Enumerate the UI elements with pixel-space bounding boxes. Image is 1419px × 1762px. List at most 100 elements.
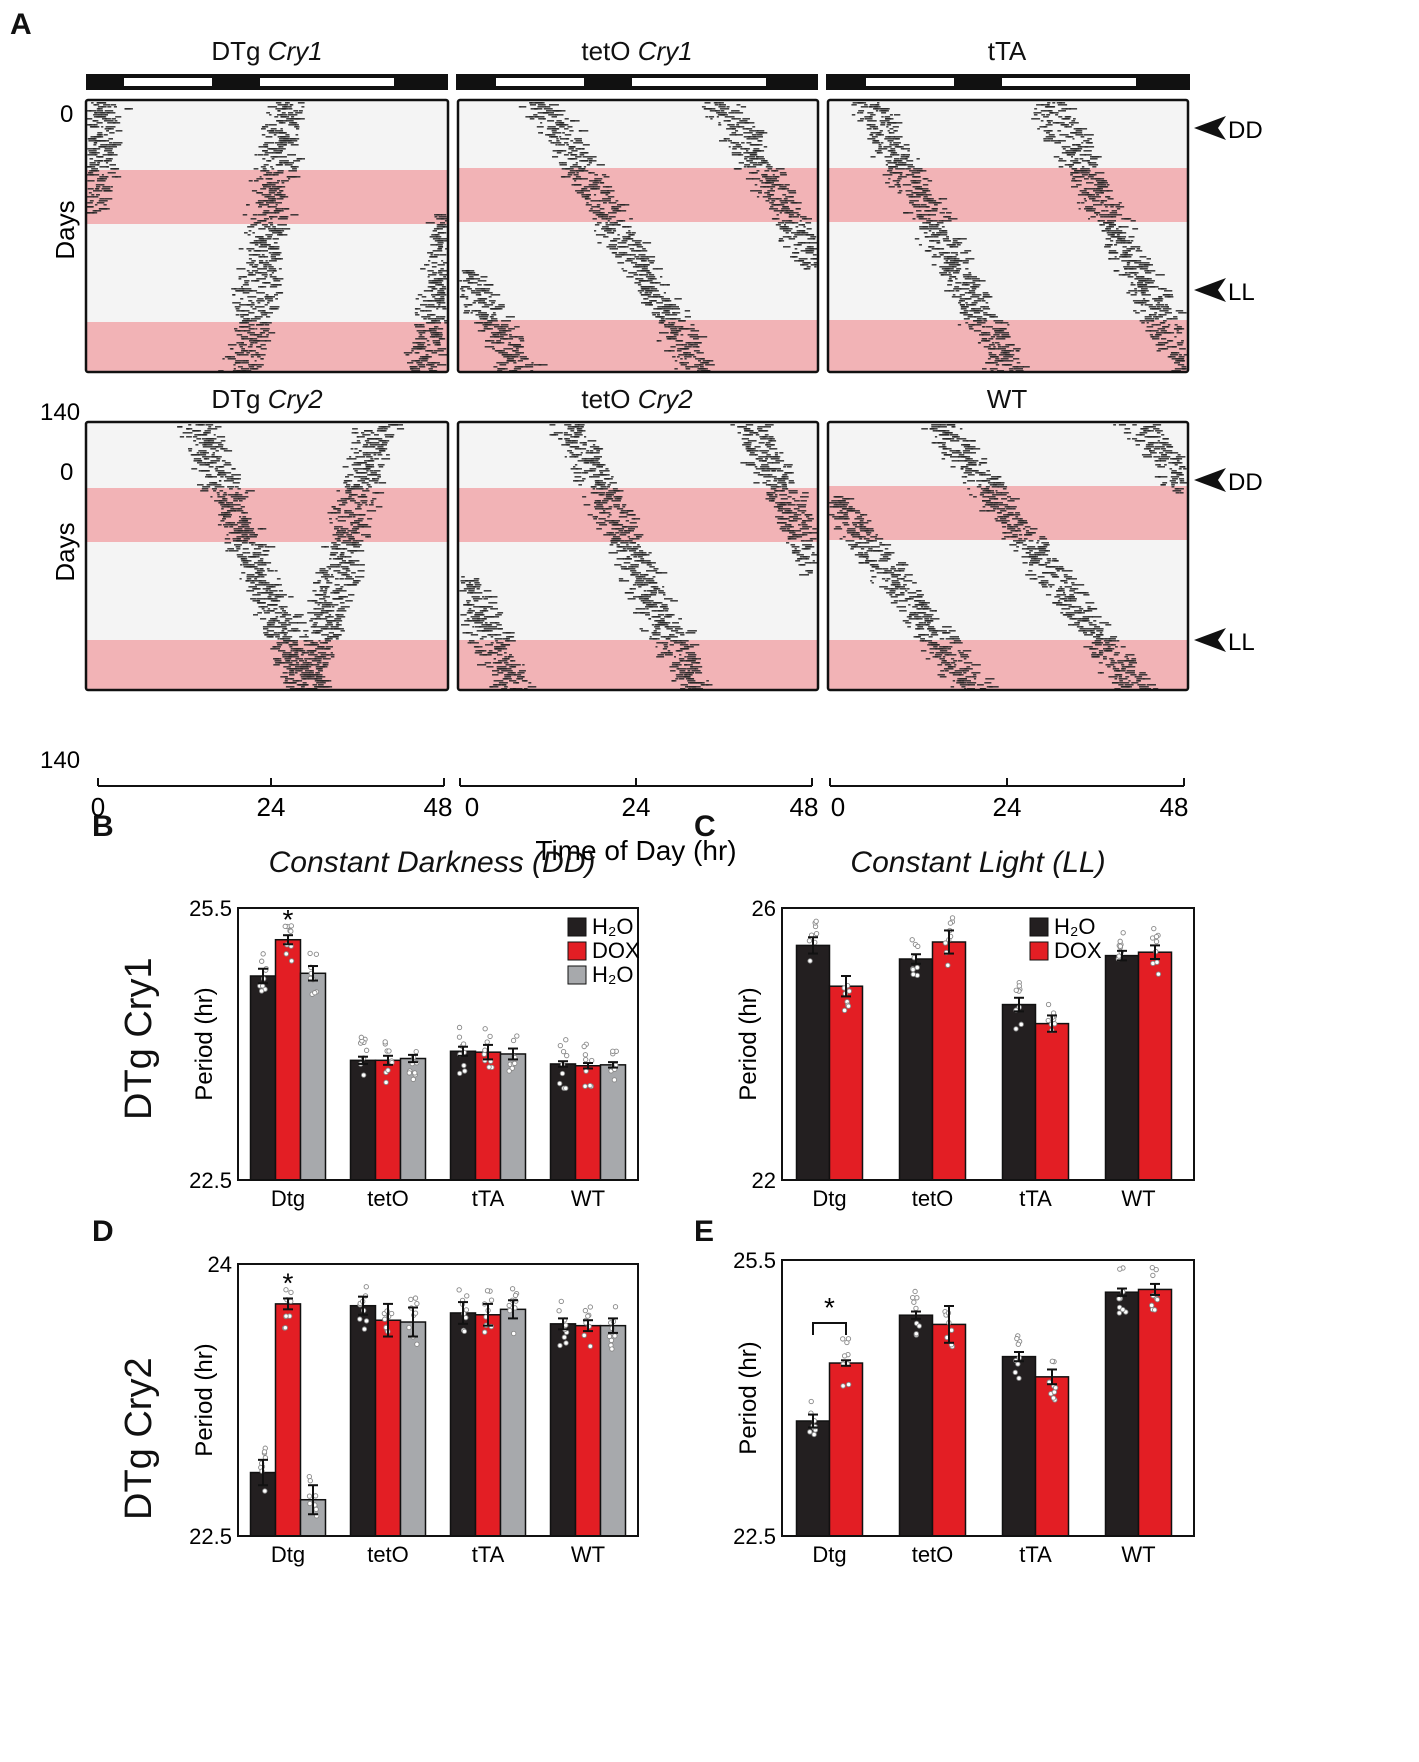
legend-label: DOX: [592, 938, 640, 963]
bar-Dtg-1: [274, 938, 302, 1181]
bar-WT-0: [549, 1063, 577, 1181]
data-points: [382, 1039, 395, 1086]
legend-swatch: [567, 917, 587, 937]
actogram-x-axis-svg: 0 24 48 0 24 48 0 24 48 Time of Day (hr): [91, 778, 1188, 866]
y-tick-bottom: 22.5: [189, 1524, 232, 1549]
error-bar: [1117, 949, 1127, 962]
dox-band: [828, 640, 1188, 690]
bar-tTA-0: [449, 1312, 477, 1537]
data-points: [840, 1336, 852, 1389]
error-bar: [408, 1306, 418, 1338]
error-bar: [258, 1458, 268, 1487]
actogram-title-5: tetO Cry2: [581, 384, 693, 414]
error-bar: [1014, 1351, 1024, 1363]
data-points: [1115, 930, 1126, 962]
dox-band: [86, 488, 448, 542]
marker-ll-top: LL: [1194, 278, 1255, 306]
x-tick-label: tetO: [367, 1542, 409, 1567]
error-bar: [1047, 1368, 1057, 1386]
x-tick-a-0: 0: [91, 792, 105, 822]
error-bar: [608, 1317, 618, 1334]
bar-tTA-0: [1001, 1355, 1037, 1537]
error-bar: [808, 936, 818, 955]
dox-band: [458, 488, 818, 542]
actogram-title-4: DTg Cry2: [211, 384, 323, 414]
legend-label: H₂O: [592, 962, 634, 987]
actogram-1: [84, 98, 450, 374]
legend-label: DOX: [1054, 938, 1102, 963]
light-dark-bars: [86, 74, 1190, 90]
error-bar: [558, 1060, 568, 1068]
actogram-5: [456, 420, 820, 692]
bar-Dtg-0: [249, 975, 277, 1181]
error-bar: [1117, 1287, 1127, 1297]
x-tick-label: WT: [1121, 1542, 1155, 1567]
x-tick-label: tetO: [912, 1186, 954, 1211]
x-tick-b-48: 48: [790, 792, 819, 822]
y-tick-0-bottom: 0: [60, 459, 73, 486]
y-axis-label: Period (hr): [191, 1343, 218, 1456]
x-tick-label: tTA: [1019, 1542, 1052, 1567]
error-bar: [841, 1359, 851, 1367]
error-bar: [583, 1062, 593, 1070]
bar-WT-0: [549, 1323, 577, 1537]
x-tick-b-0: 0: [465, 792, 479, 822]
dox-band: [86, 640, 448, 690]
actogram-6: [826, 420, 1190, 692]
y-axis-label: Period (hr): [735, 1341, 762, 1454]
x-tick-label: tetO: [367, 1186, 409, 1211]
x-tick-label: WT: [1121, 1186, 1155, 1211]
bar-Dtg-1: [828, 985, 864, 1181]
marker-dd-bottom-label: DD: [1228, 469, 1263, 496]
bar-tetO-0: [898, 958, 934, 1181]
actogram-4: [84, 420, 450, 692]
significance-bracket: [812, 1322, 847, 1336]
y-tick-bottom: 22.5: [733, 1524, 776, 1549]
y-tick-140-bottom: 140: [40, 747, 80, 774]
bar-Dtg-0: [795, 1420, 831, 1537]
actogram-title-1: DTg Cry1: [211, 36, 323, 66]
data-points: [581, 1041, 595, 1089]
error-bar: [583, 1319, 593, 1333]
x-tick-label: tetO: [912, 1542, 954, 1567]
error-bar: [408, 1053, 418, 1064]
chart-e: Dtg tetO tTA WT * 25.5 22.5 Period (hr): [733, 1248, 1195, 1567]
marker-dd-top-label: DD: [1228, 117, 1263, 144]
actogram-x-axis-label: Time of Day (hr): [535, 835, 736, 866]
error-bar: [1047, 1014, 1057, 1033]
days-label-bottom: Days: [50, 522, 80, 581]
marker-ll-bottom-label: LL: [1228, 629, 1255, 656]
error-bar: [508, 1299, 518, 1320]
x-tick-label: tTA: [472, 1186, 505, 1211]
error-bar: [483, 1043, 493, 1061]
error-bar: [283, 1297, 293, 1311]
error-bar: [383, 1054, 393, 1066]
bar-Dtg-1: [828, 1362, 864, 1537]
chart-c-title: Constant Light (LL): [850, 846, 1106, 879]
data-points: [1149, 926, 1162, 977]
bar-tTA-2: [499, 1053, 527, 1181]
y-axis-label: Period (hr): [735, 987, 762, 1100]
y-axis-label: Period (hr): [191, 987, 218, 1100]
error-bar: [308, 1484, 318, 1516]
actogram-2: [456, 98, 820, 374]
marker-ll-top-label: LL: [1228, 279, 1255, 306]
bar-tetO-0: [349, 1304, 377, 1537]
error-bar: [258, 967, 268, 985]
x-tick-label: tTA: [1019, 1186, 1052, 1211]
y-tick-140-top: 140: [40, 399, 80, 426]
legend-swatch: [567, 965, 587, 985]
x-tick-label: WT: [571, 1542, 605, 1567]
y-tick-top: 26: [752, 896, 776, 921]
error-bar: [358, 1295, 368, 1316]
error-bar: [458, 1301, 468, 1325]
actogram-panel: Days Days 0 140 0 140 DD LL DD LL: [40, 74, 1263, 774]
error-bar: [458, 1045, 468, 1057]
error-bar: [558, 1317, 568, 1331]
bar-WT-1: [574, 1324, 602, 1537]
y-tick-bottom: 22: [752, 1168, 776, 1193]
chart-b-title: Constant Darkness (DD): [268, 846, 596, 879]
data-points: [581, 1304, 593, 1349]
significance-star: *: [283, 904, 294, 935]
y-tick-top: 24: [208, 1252, 232, 1277]
